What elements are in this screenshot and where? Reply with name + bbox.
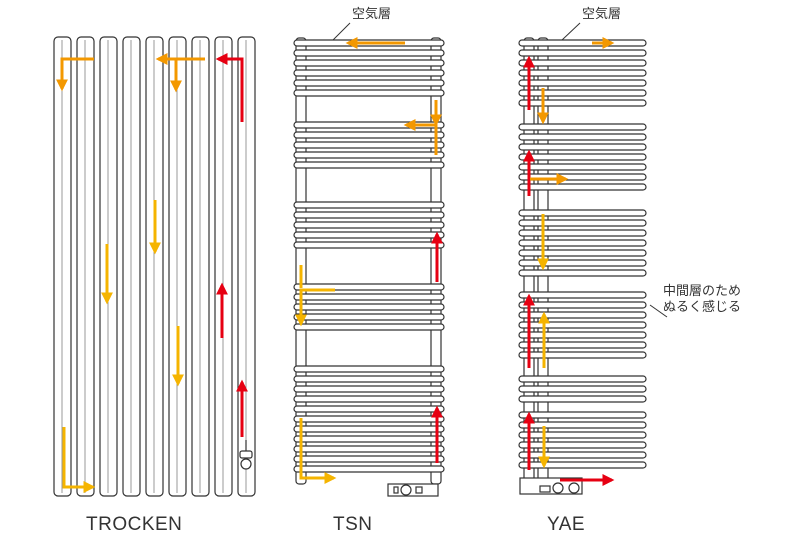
- tsn-air-layer-leader: [332, 22, 351, 41]
- trocken-label: TROCKEN: [86, 514, 183, 535]
- tsn-valve: [387, 483, 439, 497]
- trocken-cool-bottom-arrow: [62, 427, 96, 493]
- yae-air-layer-leader: [561, 22, 581, 41]
- tsn-cool-bottom-arrow: [299, 418, 337, 484]
- trocken-valve: [239, 440, 253, 470]
- trocken-radiator: [53, 36, 256, 497]
- yae-radiator: [518, 37, 647, 485]
- trocken-flow-arrows: [56, 53, 248, 493]
- yae-valve: [519, 477, 583, 495]
- trocken-warm-left-arrow: [56, 57, 94, 92]
- tsn-warm-left-arrow: [403, 119, 438, 155]
- yae-middle-layer-line-1: 中間層のため: [663, 284, 742, 299]
- yae-flow-arrows: [523, 37, 615, 486]
- tsn-cool-middle-arrow: [295, 288, 335, 327]
- yae-middle-layer-label: 中間層のため ぬるく感じる: [663, 284, 741, 317]
- tsn-flow-arrows: [295, 37, 443, 484]
- yae-label: YAE: [547, 514, 586, 535]
- tsn-label: TSN: [333, 514, 373, 535]
- tsn-radiator: [293, 37, 445, 485]
- tsn-air-layer-label: 空気層: [352, 7, 392, 22]
- yae-middle-layer-line-2: ぬるく感じる: [663, 300, 742, 316]
- yae-middle-layer-leader: [649, 304, 668, 318]
- trocken-hot-top-arrow: [215, 53, 244, 122]
- yae-air-layer-label: 空気層: [582, 7, 622, 22]
